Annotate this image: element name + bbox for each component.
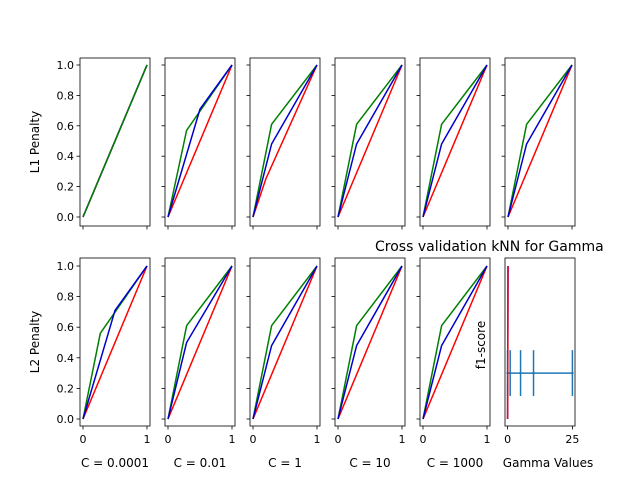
series-line-red: [337, 265, 403, 420]
subplot-9: [246, 257, 321, 430]
chart-title: Cross validation kNN for Gamma: [375, 239, 604, 255]
axes-frame: [79, 257, 151, 427]
subplot-6: [501, 57, 576, 230]
subplot-8: [161, 257, 236, 430]
axes-frame: [334, 57, 406, 227]
y-tick-label: 1.0: [57, 59, 75, 72]
x-tick-label: 0: [80, 433, 87, 446]
series-line-blue: [167, 64, 233, 218]
x-tick-label: 0: [335, 433, 342, 446]
subplot-12: [504, 257, 576, 430]
y-tick-label: 0.2: [57, 382, 75, 395]
series-line-red: [422, 265, 488, 420]
series-line-red: [252, 265, 318, 420]
series-line-green: [337, 265, 403, 420]
series-line-green: [422, 64, 488, 218]
series-line-blue: [422, 265, 488, 420]
series-line-blue: [507, 64, 573, 218]
x-tick-label: 1: [484, 433, 491, 446]
column-label: C = 0.01: [174, 456, 227, 470]
series-line-red: [167, 64, 233, 218]
y-tick-label: 0.2: [57, 181, 75, 194]
y-tick-label: 0.4: [57, 352, 75, 365]
series-line-blue: [337, 64, 403, 218]
y-tick-label: 0.4: [57, 150, 75, 163]
series-line-blue: [422, 64, 488, 218]
series-line-green: [82, 64, 148, 218]
subplot-1: [76, 57, 151, 230]
axes-frame: [504, 57, 576, 227]
x-tick-label: 1: [399, 433, 406, 446]
x-tick-label: 25: [565, 433, 579, 446]
y-tick-label: 0.6: [57, 120, 75, 133]
series-line-red: [422, 64, 488, 218]
x-tick-label: 1: [314, 433, 321, 446]
x-tick-label: 0: [250, 433, 257, 446]
x-tick-label: 0: [504, 433, 511, 446]
column-label: C = 1: [268, 456, 302, 470]
y-tick-label: 0.0: [57, 413, 75, 426]
axes-frame: [504, 257, 576, 427]
series-line-red: [252, 64, 318, 218]
subplot-4: [331, 57, 406, 230]
axes-frame: [164, 57, 236, 227]
series-line-green: [337, 64, 403, 218]
subplot-3: [246, 57, 321, 230]
subplot-5: [416, 57, 491, 230]
column-label: C = 0.0001: [81, 456, 149, 470]
y-tick-label: 0.0: [57, 211, 75, 224]
axes-frame: [334, 257, 406, 427]
axes-frame: [249, 57, 321, 227]
column-label: C = 1000: [427, 456, 484, 470]
gamma-axis-label: Gamma Values: [503, 456, 593, 470]
x-tick-label: 1: [229, 433, 236, 446]
series-line-blue: [252, 265, 318, 420]
y-tick-label: 0.8: [57, 291, 75, 304]
data-point: [519, 371, 522, 375]
axes-frame: [79, 57, 151, 227]
x-tick-label: 0: [420, 433, 427, 446]
axes-frame: [419, 257, 491, 427]
subplot-7: [76, 257, 151, 430]
x-tick-label: 0: [165, 433, 172, 446]
series-line-red: [167, 265, 233, 420]
data-point: [508, 371, 512, 375]
series-line-blue: [167, 265, 233, 420]
y-tick-label: 1.0: [57, 260, 75, 273]
series-line-blue: [82, 265, 148, 420]
series-line-green: [252, 265, 318, 420]
axes-frame: [164, 257, 236, 427]
series-line-red: [82, 265, 148, 420]
data-point: [532, 371, 535, 375]
series-line-green: [422, 265, 488, 420]
x-tick-label: 1: [144, 433, 151, 446]
subplot-10: [331, 257, 406, 430]
y-tick-label: 0.6: [57, 321, 75, 334]
series-line-green: [507, 64, 573, 218]
series-line-red: [337, 64, 403, 218]
axes-frame: [249, 257, 321, 427]
y-tick-label: 0.8: [57, 89, 75, 102]
axes-frame: [419, 57, 491, 227]
series-line-green: [252, 64, 318, 218]
series-line-red: [507, 64, 573, 218]
series-line-blue: [252, 64, 318, 218]
series-line-blue: [337, 265, 403, 420]
column-label: C = 10: [349, 456, 390, 470]
row-label: L2 Penalty: [28, 311, 42, 373]
f1-score-label: f1-score: [474, 321, 488, 369]
subplot-11: [416, 257, 491, 430]
row-label: L1 Penalty: [28, 111, 42, 173]
subplot-2: [161, 57, 236, 230]
series-line-green: [167, 265, 233, 420]
data-point: [571, 371, 574, 375]
